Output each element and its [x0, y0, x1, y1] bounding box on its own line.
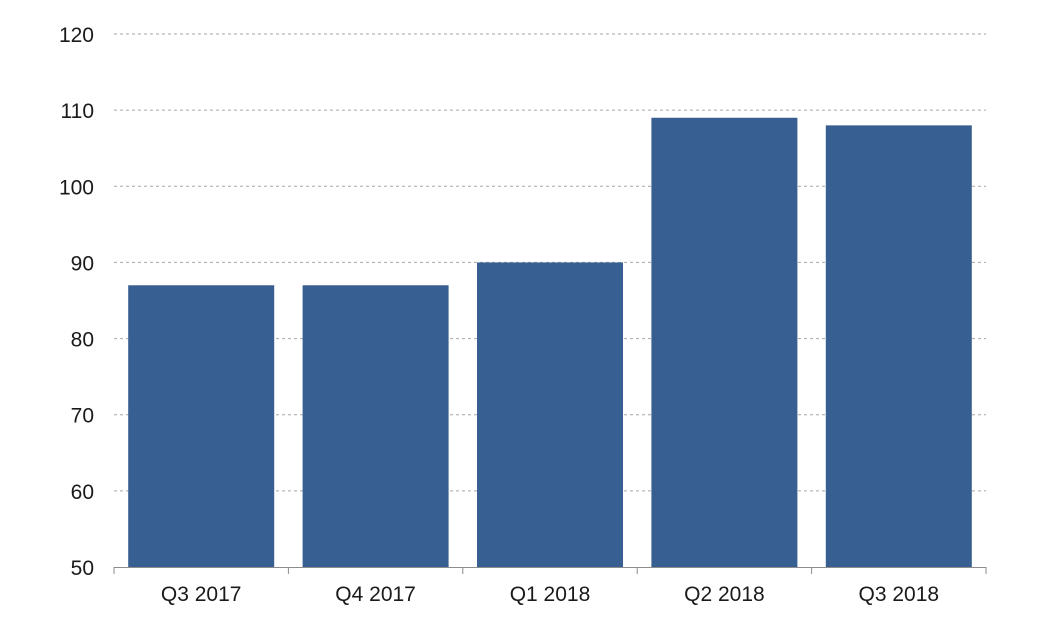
- y-tick-label-100: 100: [59, 176, 94, 199]
- x-tick-label-q3-2017: Q3 2017: [161, 583, 242, 606]
- bar-q2-2018: [651, 117, 798, 567]
- y-tick-label-90: 90: [71, 252, 94, 275]
- x-axis-tick-labels: Q3 2017 Q4 2017 Q1 2018 Q2 2018 Q3 2018: [161, 583, 939, 606]
- y-tick-label-60: 60: [71, 481, 94, 504]
- y-tick-label-50: 50: [71, 557, 94, 580]
- bar-q4-2017: [302, 285, 449, 567]
- bars: [128, 117, 972, 567]
- x-tick-label-q2-2018: Q2 2018: [684, 583, 765, 606]
- x-tick-label-q4-2017: Q4 2017: [335, 583, 416, 606]
- bar-q1-2018: [477, 262, 623, 567]
- bar-q3-2018: [825, 125, 972, 567]
- y-tick-label-80: 80: [71, 329, 94, 352]
- y-axis-tick-labels: 50 60 70 80 90 100 110 120: [59, 24, 94, 580]
- x-tick-label-q1-2018: Q1 2018: [510, 583, 591, 606]
- x-tick-label-q3-2018: Q3 2018: [859, 583, 940, 606]
- x-axis: [113, 567, 987, 574]
- y-tick-label-70: 70: [71, 405, 94, 428]
- bar-q3-2017: [128, 285, 275, 567]
- y-tick-label-120: 120: [59, 24, 94, 47]
- y-tick-label-110: 110: [61, 100, 94, 123]
